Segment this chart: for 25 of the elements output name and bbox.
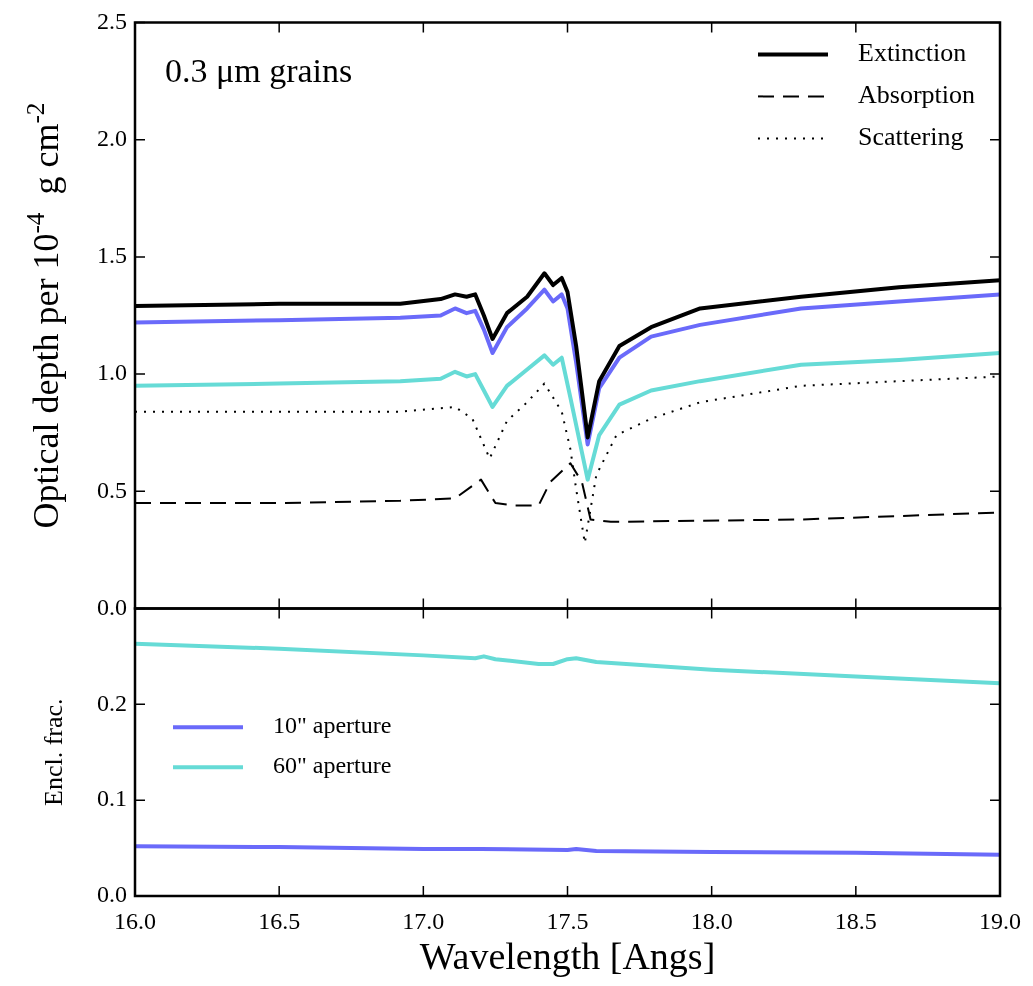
y-tick-label: 0.0 bbox=[97, 881, 127, 908]
x-tick-label: 17.5 bbox=[546, 907, 589, 934]
y-tick-label: 0.5 bbox=[97, 476, 127, 503]
x-tick-label: 18.5 bbox=[834, 907, 877, 934]
legend-label: 10" aperture bbox=[273, 712, 392, 739]
y-tick-label: 0.1 bbox=[97, 785, 127, 812]
y-axis-title: Encl. frac. bbox=[39, 698, 68, 806]
y-tick-label: 2.5 bbox=[97, 7, 127, 34]
y-axis-title: Optical depth per 10-4 g cm-2 bbox=[21, 102, 66, 529]
x-tick-label: 17.0 bbox=[402, 907, 445, 934]
y-tick-label: 1.5 bbox=[97, 242, 127, 269]
y-tick-label: 0.0 bbox=[97, 593, 127, 620]
x-tick-label: 18.0 bbox=[690, 907, 733, 934]
legend-label: Scattering bbox=[858, 122, 964, 152]
x-tick-label: 16.5 bbox=[258, 907, 301, 934]
x-axis-title: Wavelength [Angs] bbox=[419, 935, 716, 978]
annotation: 0.3 μm grains bbox=[165, 52, 353, 90]
y-tick-label: 0.2 bbox=[97, 689, 127, 716]
legend-label: Absorption bbox=[858, 80, 975, 110]
y-tick-label: 2.0 bbox=[97, 124, 127, 151]
x-tick-label: 16.0 bbox=[114, 907, 156, 934]
y-tick-label: 1.0 bbox=[97, 359, 127, 386]
legend-label: 60" aperture bbox=[273, 752, 392, 779]
x-tick-label: 19.0 bbox=[979, 907, 1021, 934]
legend-label: Extinction bbox=[858, 38, 967, 68]
